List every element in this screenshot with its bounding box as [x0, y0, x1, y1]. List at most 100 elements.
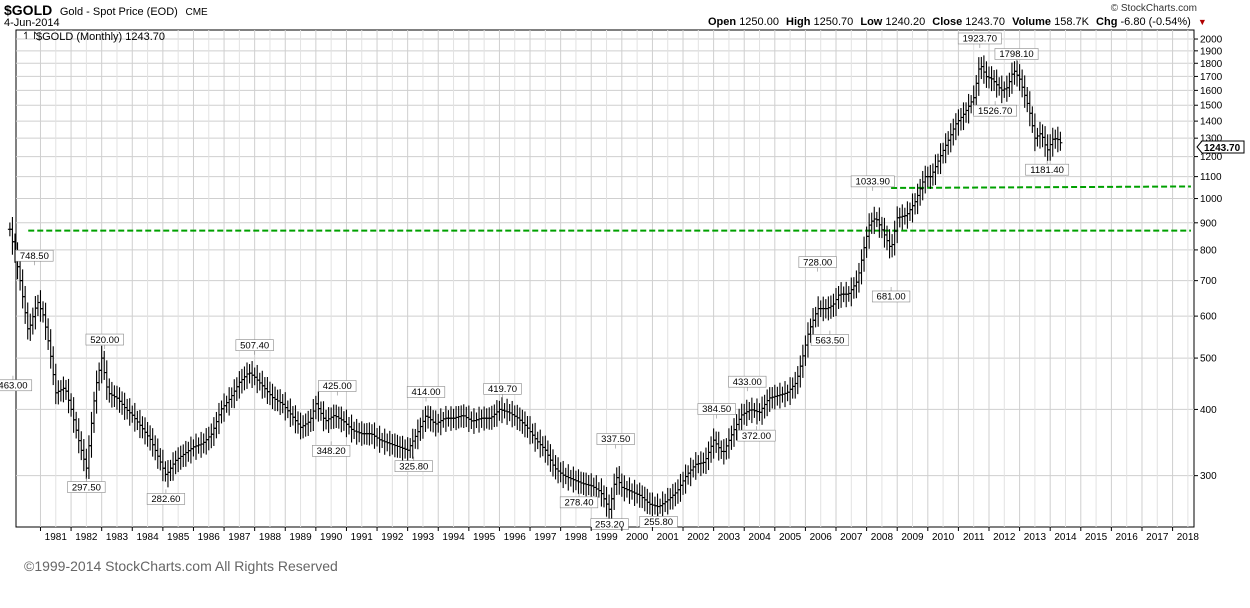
quote-summary: Open 1250.00 High 1250.70 Low 1240.20 Cl…	[708, 16, 1211, 28]
annotation-label: 433.00	[733, 377, 762, 388]
y-tick-label: 900	[1200, 218, 1217, 229]
low-value: 1240.20	[885, 16, 926, 28]
annotation-label: 1923.70	[963, 34, 997, 45]
annotation-box	[559, 496, 599, 509]
x-tick-label: 2005	[779, 532, 802, 543]
instrument-name: Gold - Spot Price (EOD)	[59, 6, 178, 18]
annotation-label: 563.50	[815, 335, 844, 346]
annotations: 463.00 748.50 297.50 520.00 282.60 507.40 348.…	[0, 32, 1070, 530]
last-value-label: 1243.70	[1204, 143, 1241, 154]
annotation-label: 681.00	[877, 292, 906, 303]
annotation-label: 282.60	[151, 494, 180, 505]
annotation-label: 507.40	[240, 340, 269, 351]
annotation-label: 372.00	[742, 431, 771, 442]
y-tick-label: 800	[1200, 245, 1217, 256]
annotation-box	[406, 386, 446, 398]
y-tick-label: 1600	[1200, 86, 1223, 97]
x-tick-label: 1990	[320, 532, 343, 543]
x-tick-label: 2016	[1116, 532, 1139, 543]
annotation-box	[728, 375, 767, 388]
y-tick-label: 300	[1200, 471, 1217, 482]
annotation-label: 463.00	[0, 380, 27, 391]
legend-label: $GOLD (Monthly) 1243.70	[36, 31, 165, 43]
annotation-label: 384.50	[702, 404, 731, 415]
x-tick-label: 1986	[198, 532, 221, 543]
annotation-label: 1181.40	[1030, 165, 1064, 176]
x-tick-label: 2000	[626, 532, 649, 543]
annotation-box	[85, 333, 124, 346]
volume-value: 158.7K	[1054, 16, 1089, 28]
annotation-box	[798, 256, 837, 268]
annotation-label: 297.50	[72, 482, 101, 493]
annotation-box	[871, 290, 911, 303]
annotation-box	[639, 516, 678, 528]
symbol: $GOLD	[4, 2, 53, 18]
x-tick-label: 2004	[748, 532, 771, 543]
annotation-label: 1033.90	[856, 177, 890, 188]
y-tick-label: 1200	[1200, 152, 1223, 163]
high-value: 1250.70	[813, 16, 854, 28]
x-tick-label: 1989	[289, 532, 312, 543]
annotation-label: 348.20	[317, 446, 346, 457]
y-tick-label: 1700	[1200, 72, 1223, 83]
y-tick-label: 500	[1200, 354, 1217, 365]
down-triangle-icon: ▼	[1197, 17, 1207, 27]
annotation-label: 748.50	[20, 251, 49, 262]
x-tick-label: 2009	[901, 532, 924, 543]
x-axis: 1981 1982 1983 1984 1985 1986 1987 1988 1989 1990…	[39, 527, 1199, 543]
x-tick-label: 2003	[718, 532, 741, 543]
copyright-footer: ©1999-2014 StockCharts.com All Rights Re…	[24, 558, 338, 574]
y-tick-label: 1300	[1200, 134, 1223, 145]
annotation-box	[0, 379, 33, 392]
x-tick-label: 2012	[993, 532, 1016, 543]
annotation-label: 278.40	[564, 498, 593, 509]
annotation-label: 255.80	[644, 517, 673, 528]
x-tick-label: 2014	[1054, 532, 1077, 543]
low-label: Low	[860, 16, 883, 28]
y-tick-label: 1000	[1200, 194, 1223, 205]
x-tick-label: 2015	[1085, 532, 1108, 543]
x-tick-label: 1982	[75, 532, 98, 543]
x-tick-label: 1994	[442, 532, 465, 543]
x-tick-label: 2001	[657, 532, 680, 543]
annotation-label: 419.70	[488, 384, 517, 395]
y-tick-label: 700	[1200, 276, 1217, 287]
y-tick-label: 2000	[1200, 35, 1223, 46]
annotation-box	[973, 104, 1018, 117]
x-tick-label: 1992	[381, 532, 404, 543]
annotation-label: 253.20	[595, 519, 624, 530]
last-value-tag: 1243.70	[1196, 140, 1245, 154]
reference-lines	[28, 185, 1191, 232]
x-tick-label: 1991	[351, 532, 374, 543]
x-tick-label: 1988	[259, 532, 282, 543]
annotation-box	[697, 403, 736, 415]
legend: ↿↾ $GOLD (Monthly) 1243.70	[22, 31, 165, 43]
x-tick-label: 2017	[1146, 532, 1169, 543]
annotation-label: 1526.70	[978, 106, 1012, 117]
annotation-box	[850, 175, 895, 188]
x-tick-label: 1993	[412, 532, 435, 543]
annotation-box	[957, 32, 1002, 45]
x-tick-label: 1996	[504, 532, 527, 543]
annotation-label: 425.00	[323, 381, 352, 392]
x-tick-label: 1997	[534, 532, 557, 543]
x-tick-label: 2013	[1024, 532, 1047, 543]
y-tick-label: 600	[1200, 312, 1217, 323]
y-tick-label: 1100	[1200, 172, 1222, 183]
exchange: CME	[185, 7, 208, 18]
annotation-box	[67, 481, 106, 493]
x-tick-label: 2002	[687, 532, 710, 543]
x-tick-label: 1995	[473, 532, 496, 543]
x-tick-label: 1981	[45, 532, 68, 543]
chart-header: $GOLD Gold - Spot Price (EOD) CME	[4, 2, 208, 18]
chart-date: 4-Jun-2014	[4, 17, 60, 29]
x-tick-label: 1998	[565, 532, 588, 543]
annotation-box	[737, 429, 776, 442]
brand-watermark: © StockCharts.com	[1110, 3, 1197, 14]
annotation-label: 728.00	[803, 257, 832, 268]
annotation-box	[994, 48, 1039, 60]
annotation-box	[235, 339, 274, 351]
annotation-box	[146, 493, 186, 505]
last-value-box	[1196, 140, 1245, 154]
